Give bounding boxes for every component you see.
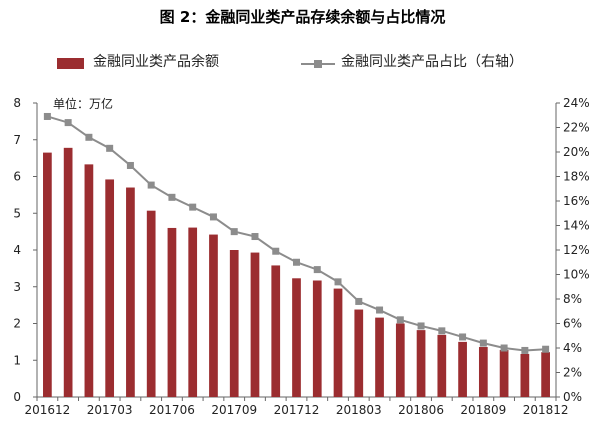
- ratio-point: [355, 297, 363, 305]
- bar: [499, 349, 509, 397]
- y-left-tick-label: 6: [13, 170, 21, 184]
- x-tick-label: 201703: [87, 403, 133, 417]
- ratio-point: [396, 316, 404, 324]
- ratio-point: [521, 346, 529, 354]
- bar: [126, 187, 135, 397]
- y-right-tick-label: 6%: [563, 317, 582, 331]
- bar: [63, 147, 73, 397]
- y-right-tick-label: 8%: [563, 292, 582, 306]
- ratio-point: [417, 322, 425, 330]
- ratio-point: [230, 228, 238, 236]
- y-right-tick-label: 0%: [563, 390, 582, 404]
- y-left-tick-label: 1: [13, 353, 21, 367]
- x-tick-label: 201803: [336, 403, 382, 417]
- y-right-tick-label: 10%: [563, 268, 590, 282]
- bar: [437, 334, 447, 397]
- legend-bar-swatch: [57, 58, 84, 69]
- y-left-tick-label: 3: [13, 280, 21, 294]
- ratio-point: [64, 119, 72, 127]
- x-tick-label: 201812: [523, 403, 569, 417]
- ratio-point: [313, 266, 321, 274]
- bar: [416, 330, 426, 397]
- bar: [395, 323, 405, 397]
- y-right-tick-label: 16%: [563, 194, 590, 208]
- y-right-tick-label: 18%: [563, 170, 590, 184]
- ratio-point: [542, 345, 550, 353]
- bar: [167, 227, 177, 397]
- ratio-point: [459, 333, 467, 341]
- ratio-point: [147, 181, 155, 189]
- ratio-point: [189, 203, 197, 211]
- bar: [188, 227, 198, 397]
- x-tick-label: 201712: [274, 403, 320, 417]
- bar: [271, 265, 281, 397]
- bar: [354, 309, 364, 397]
- bar: [250, 252, 260, 397]
- bar: [541, 352, 550, 397]
- y-left-tick-label: 5: [13, 206, 21, 220]
- bar: [84, 164, 94, 397]
- ratio-point: [376, 306, 384, 314]
- bar: [146, 210, 156, 397]
- y-left-tick-label: 8: [13, 96, 21, 110]
- y-left-tick-label: 2: [13, 317, 21, 331]
- ratio-point: [126, 161, 134, 169]
- ratio-point: [334, 278, 342, 286]
- bar: [292, 278, 301, 397]
- y-left-tick-label: 4: [13, 243, 21, 257]
- legend: 金融同业类产品余额 金融同业类产品占比（右轴）: [0, 51, 605, 75]
- bar: [478, 347, 488, 397]
- chart-title: 图 2：金融同业类产品存续余额与占比情况: [159, 8, 446, 26]
- y-right-tick-label: 2%: [563, 366, 582, 380]
- line-series: [43, 112, 550, 354]
- unit-label: 单位：万亿: [53, 97, 114, 111]
- ratio-point: [168, 193, 176, 201]
- x-tick-label: 201809: [460, 403, 506, 417]
- y-left-tick-label: 0: [13, 390, 21, 404]
- ratio-point: [85, 133, 93, 141]
- bar: [333, 288, 343, 397]
- ratio-point: [293, 258, 300, 266]
- y-right-tick-label: 22%: [563, 121, 590, 135]
- y-left-tick-label: 7: [13, 133, 21, 147]
- x-tick-label: 201612: [24, 403, 70, 417]
- ratio-point: [209, 213, 217, 221]
- y-right-tick-label: 4%: [563, 341, 582, 355]
- y-right-tick-label: 14%: [563, 219, 590, 233]
- bar: [520, 354, 530, 397]
- x-tick-label: 201709: [211, 403, 257, 417]
- bar: [209, 234, 218, 397]
- ratio-point: [479, 339, 487, 347]
- ratio-point: [438, 327, 446, 335]
- bar: [312, 280, 322, 397]
- bar: [375, 317, 384, 397]
- legend-line-swatch: [301, 60, 335, 68]
- legend-label-balance: 金融同业类产品余额: [93, 54, 219, 70]
- bar: [458, 341, 467, 397]
- y-right-tick-label: 20%: [563, 145, 590, 159]
- ratio-point: [500, 344, 508, 352]
- y-right-tick-label: 24%: [563, 96, 590, 110]
- legend-label-ratio: 金融同业类产品占比（右轴）: [341, 54, 523, 70]
- x-tick-label: 201806: [398, 403, 444, 417]
- bar-series: [43, 147, 550, 397]
- bar: [229, 250, 239, 397]
- y-right-tick-label: 12%: [563, 243, 590, 257]
- ratio-point: [43, 112, 51, 120]
- ratio-point: [251, 233, 259, 241]
- x-tick-label: 201706: [149, 403, 195, 417]
- bar: [105, 179, 115, 397]
- bar: [43, 152, 52, 397]
- ratio-point: [106, 144, 114, 152]
- ratio-point: [272, 247, 280, 255]
